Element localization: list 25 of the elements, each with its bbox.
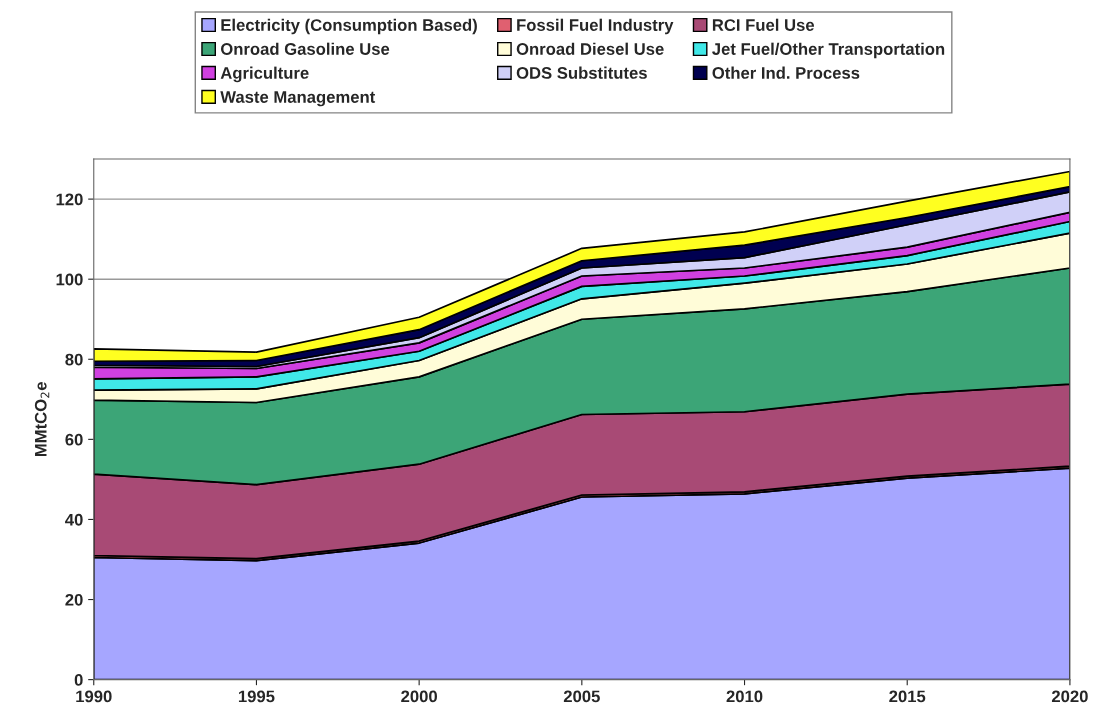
- legend-label: Jet Fuel/Other Transportation: [712, 42, 945, 59]
- y-tick-label: 80: [65, 353, 83, 366]
- x-tick-label: 1995: [238, 690, 275, 703]
- y-tick-label: 120: [56, 193, 83, 206]
- y-tick-label: 20: [65, 593, 83, 606]
- legend-label: Waste Management: [220, 91, 376, 107]
- legend-label: Electricity (Consumption Based): [221, 18, 477, 35]
- y-tick-label: 60: [65, 433, 83, 446]
- legend-label: Other Ind. Process: [712, 66, 860, 79]
- legend-label: Agriculture: [220, 66, 309, 83]
- legend-label: Onroad Diesel Use: [516, 42, 664, 55]
- legend-label: ODS Substitutes: [516, 66, 647, 79]
- x-tick-label: 2010: [726, 690, 763, 703]
- x-tick-label: 2015: [889, 690, 926, 703]
- legend-label: RCI Fuel Use: [712, 18, 815, 31]
- x-tick-label: 2020: [1051, 690, 1088, 703]
- y-axis-title: MMtCO$_{2}$e: [34, 382, 50, 457]
- x-tick-label: 1990: [76, 690, 112, 703]
- y-tick-label: 0: [74, 674, 83, 686]
- legend-label: Fossil Fuel Industry: [517, 18, 674, 35]
- y-tick-label: 40: [65, 513, 83, 526]
- legend-label: Onroad Gasoline Use: [220, 42, 390, 55]
- y-tick-label: 100: [56, 273, 83, 286]
- x-tick-label: 2005: [563, 690, 600, 703]
- x-tick-label: 2000: [401, 690, 437, 703]
